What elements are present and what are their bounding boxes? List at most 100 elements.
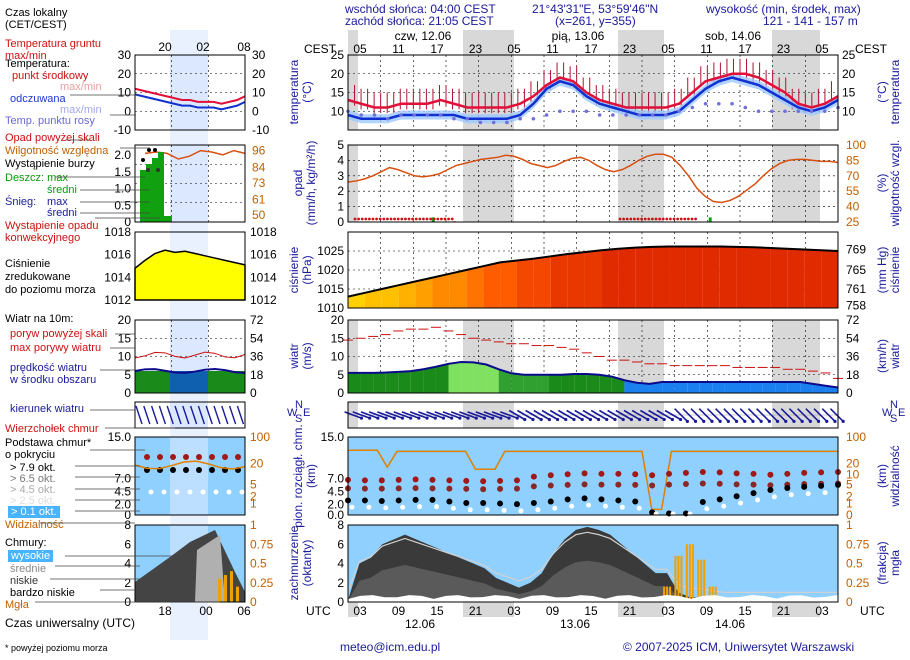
soil-temp-label: Temperatura gruntu max/min xyxy=(5,38,101,62)
cloud-axis-label-left-line: (oktanty) xyxy=(300,540,314,587)
pressure-line xyxy=(347,245,839,298)
wind-direction-arrow xyxy=(723,408,738,422)
legend-panel-frame-wind xyxy=(134,319,246,394)
night-band xyxy=(463,145,514,222)
precip-ytick: 4 xyxy=(337,153,344,167)
wind-direction-arrow xyxy=(682,408,697,422)
visibility-ytick: 100 xyxy=(846,430,866,444)
wind10-label: Wiatr na 10m: xyxy=(5,313,74,325)
dew-point-dot xyxy=(505,120,509,125)
wind-direction-arrow-head xyxy=(816,419,821,423)
legend-wind-arrow xyxy=(174,405,182,425)
pressure-area-segment xyxy=(398,281,416,308)
legend-rain-bar xyxy=(158,152,164,222)
visibility-line xyxy=(348,449,838,511)
pressure-area-segment xyxy=(449,270,467,308)
wind-dir-label: kierunek wiatru xyxy=(10,403,84,415)
legend-vis-tick-right: 20 xyxy=(250,457,264,471)
legend-panel-frame-dir xyxy=(134,401,246,429)
wind-direction-arrow xyxy=(442,411,461,419)
fog-bar xyxy=(703,559,706,602)
bottom-hour-tick: 03 xyxy=(507,604,521,618)
legend-cloud-low-dot xyxy=(174,489,180,495)
legend-vis-tick: 7.0 xyxy=(114,472,131,486)
cloud-base-dot xyxy=(750,490,757,497)
cloud-base-dot xyxy=(649,509,656,516)
legend-temp-ytick: 20 xyxy=(118,67,132,81)
cloud-top-dot xyxy=(446,485,453,492)
cloud-base-dot xyxy=(433,504,439,510)
legend-precip-ytick: 0.5 xyxy=(114,198,131,212)
top-hour-tick: 05 xyxy=(815,42,829,56)
wind-speed-area-segment xyxy=(385,371,399,393)
wind-direction-arrow-head xyxy=(376,416,380,420)
cloud-top-dot xyxy=(615,470,622,477)
cloud-base-dot xyxy=(552,505,558,511)
cloud-top-dot xyxy=(378,485,385,492)
bottom-hour-tick: 09 xyxy=(546,604,560,618)
wind-direction-arrow xyxy=(656,409,673,421)
humidity-ytick: 40 xyxy=(846,200,860,214)
legend-cloud-base-dot xyxy=(183,467,189,473)
dew-point-dot xyxy=(597,113,602,117)
cloud-base-dot xyxy=(361,497,368,504)
wind-direction-arrow xyxy=(459,411,477,419)
wind-direction-arrow xyxy=(756,408,770,422)
wind-axis-label-left: wiatr (m/s) xyxy=(287,342,314,369)
wind-direction-arrow xyxy=(558,409,575,421)
panel-frame-wind xyxy=(347,319,839,394)
cloud-top-dot xyxy=(395,485,402,492)
legend-hum-ytick: 96 xyxy=(252,144,266,158)
email-link[interactable]: meteo@icm.edu.pl xyxy=(340,640,441,654)
top-hour-tick: 05 xyxy=(661,42,675,56)
bottom-hour-tick: 09 xyxy=(392,604,406,618)
wind-direction-arrow xyxy=(599,409,616,421)
coords-text: 21°43'31"E, 53°59'46"N xyxy=(532,2,659,16)
wind-direction-arrow-head xyxy=(409,416,413,420)
fog-bar xyxy=(674,555,677,602)
conv-precip-dot xyxy=(443,217,447,221)
conv-precip-dot xyxy=(382,217,386,221)
wind-direction-arrow-head xyxy=(718,419,722,423)
vis-axis-label-left-line: pion. rozciągł. chm. xyxy=(291,424,305,527)
bottom-hour-tick: 15 xyxy=(738,604,752,618)
snow-label: Śnieg: xyxy=(5,196,37,208)
wind-ytick: 5 xyxy=(337,368,344,382)
wind-direction-arrow xyxy=(352,411,370,419)
wind-direction-arrow-head xyxy=(441,416,446,420)
cloud-top-dot xyxy=(429,485,436,492)
fog-bar xyxy=(677,555,680,602)
wind-speed-area-segment xyxy=(561,374,575,393)
pressure-axis-label-left-line: (hPa) xyxy=(300,255,314,284)
wind-speed-area-segment xyxy=(775,382,788,393)
legend-precip-ytick: 1.5 xyxy=(114,165,131,179)
temp-axis-label-left-line: (°C) xyxy=(300,81,314,102)
cloud-top-dot xyxy=(767,471,774,478)
humidity-ytick: 100 xyxy=(846,138,866,152)
cloud-top-dot xyxy=(666,481,673,488)
fog-bar xyxy=(669,586,672,602)
legend-local-hour: 08 xyxy=(237,40,251,54)
visibility-label: Widzialność xyxy=(5,519,64,531)
cloud-base-dot xyxy=(400,504,406,510)
wind-axis-label-left-line: wiatr xyxy=(287,343,301,369)
cloud-base-dot xyxy=(771,494,777,500)
legend-cloud-tick: 2 xyxy=(124,576,131,590)
precip-axis-label-left-line: opad xyxy=(291,170,305,197)
cloud-top-dot xyxy=(480,486,487,493)
legend-temp-ytick: 30 xyxy=(118,48,132,62)
night-band-bottom xyxy=(772,602,820,617)
dew-point-dot xyxy=(756,109,761,114)
night-band-bottom xyxy=(618,602,664,617)
wind-direction-arrow xyxy=(393,411,411,419)
legend-wind-arrow xyxy=(228,405,237,425)
rain-bar xyxy=(708,217,712,222)
cloud-base-dot xyxy=(535,507,541,513)
wind-direction-arrow xyxy=(715,408,729,422)
fog-bar xyxy=(666,586,669,602)
cloud-top-dot xyxy=(716,469,723,476)
legend-wind-arrow xyxy=(205,405,213,425)
legend-hum-ytick: 73 xyxy=(252,176,266,190)
legend-cloud-tick: 6 xyxy=(124,537,131,551)
fog-bar xyxy=(688,544,691,602)
